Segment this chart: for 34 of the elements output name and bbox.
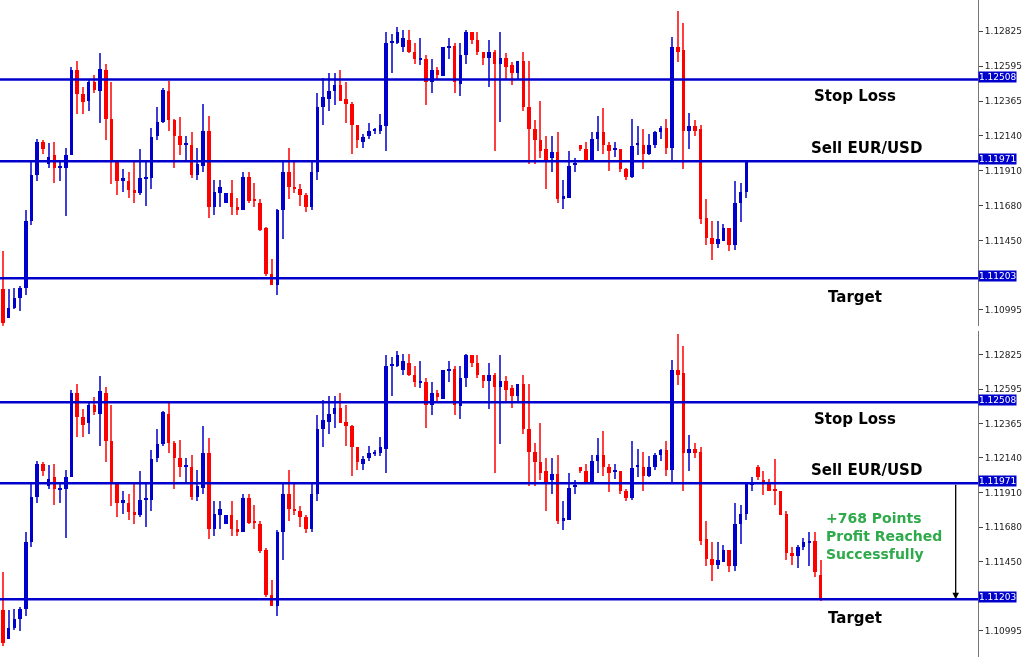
y-tick-label: 1.12595 [984, 61, 1023, 72]
y-tick-label: 1.11450 [984, 557, 1023, 568]
y-tick-label: 1.11450 [984, 235, 1023, 246]
y-tick-label: 1.10995 [984, 305, 1023, 316]
y-tick-label: 1.12140 [984, 130, 1023, 141]
y-tick-label: 1.12365 [984, 419, 1023, 430]
y-tick-label: 1.12825 [984, 26, 1023, 37]
annotation: Stop Loss [814, 87, 897, 105]
candlestick [224, 515, 228, 525]
candlestick [441, 47, 445, 76]
annotation: Target [828, 609, 882, 627]
annotation: +768 Points Profit Reached Successfully [826, 510, 943, 563]
annotation: Sell EUR/USD [811, 461, 923, 479]
y-tick-label: 1.12140 [984, 453, 1023, 464]
ref-line-label: 1.11971 [979, 476, 1017, 486]
ref-line-label: 1.11203 [979, 592, 1017, 602]
y-tick-label: 1.10995 [984, 625, 1023, 636]
ref-line-label: 1.12508 [979, 72, 1017, 82]
annotation: Sell EUR/USD [811, 139, 923, 157]
candlestick [224, 193, 228, 203]
y-tick-label: 1.11910 [984, 487, 1023, 498]
y-tick-label: 1.12365 [984, 96, 1023, 107]
y-tick-label: 1.12825 [984, 349, 1023, 360]
y-tick-label: 1.11910 [984, 165, 1023, 176]
y-tick-label: 1.11680 [984, 522, 1023, 533]
ref-line-label: 1.11203 [979, 271, 1017, 281]
annotation: Target [828, 288, 882, 306]
ref-line-label: 1.12508 [979, 395, 1017, 405]
annotation: Stop Loss [814, 410, 897, 428]
candlestick [441, 370, 445, 400]
y-tick-label: 1.11680 [984, 200, 1023, 211]
candlestick [779, 491, 782, 516]
ref-line-label: 1.11971 [979, 154, 1017, 164]
y-tick-label: 1.12595 [984, 384, 1023, 395]
